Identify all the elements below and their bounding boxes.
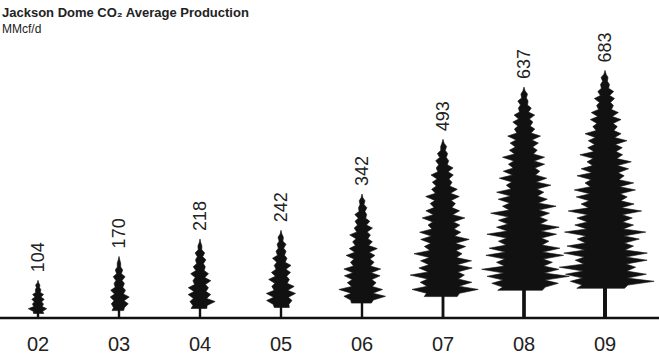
tree-bar — [410, 139, 478, 318]
tree-bar — [28, 280, 46, 318]
tree-bar — [188, 239, 215, 318]
x-tick-label: 03 — [108, 333, 130, 355]
tree-bar — [482, 87, 570, 318]
subtitle: MMcf/d — [2, 22, 41, 36]
tree-bar — [339, 194, 386, 318]
chart: Jackson Dome CO₂ Average Production MMcf/… — [0, 0, 659, 360]
x-tick-label: 08 — [513, 333, 535, 355]
tree-bar — [110, 256, 129, 318]
tree-bar — [559, 70, 654, 318]
tree-foliage — [410, 139, 478, 296]
title: Jackson Dome CO₂ Average Production — [2, 5, 249, 20]
tree-foliage — [559, 70, 654, 288]
tree-foliage — [28, 280, 46, 313]
x-tick-label: 07 — [432, 333, 454, 355]
x-tick-label: 02 — [27, 333, 49, 355]
data-label: 342 — [352, 156, 372, 186]
x-tick-label: 09 — [594, 333, 616, 355]
data-label: 493 — [433, 101, 453, 131]
x-tick-label: 04 — [189, 333, 211, 355]
tree-foliage — [266, 230, 295, 307]
tree-foliage — [339, 194, 386, 303]
tree-foliage — [110, 256, 129, 310]
marks — [28, 70, 654, 318]
tree-foliage — [482, 87, 570, 290]
data-label: 242 — [271, 192, 291, 222]
tree-foliage — [188, 239, 215, 309]
data-label: 104 — [28, 242, 48, 272]
data-label: 170 — [109, 218, 129, 248]
x-axis — [0, 317, 659, 320]
x-tick-label: 05 — [270, 333, 292, 355]
data-label: 683 — [595, 32, 615, 62]
tree-bar — [266, 230, 295, 318]
data-label: 218 — [190, 201, 210, 231]
x-tick-label: 06 — [351, 333, 373, 355]
data-label: 637 — [514, 49, 534, 79]
